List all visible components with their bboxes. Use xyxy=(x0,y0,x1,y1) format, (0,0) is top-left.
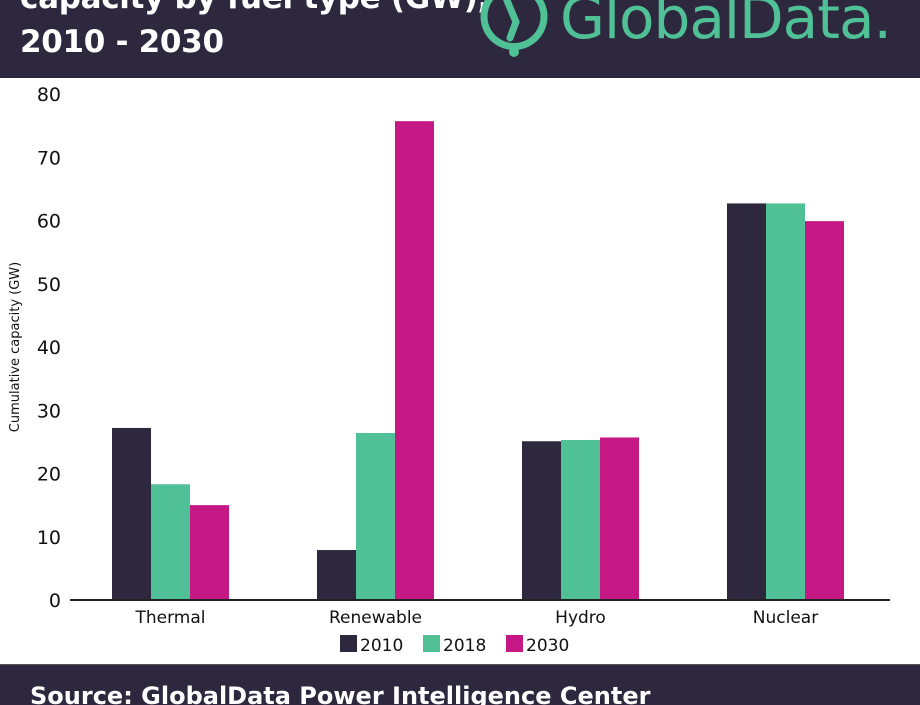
legend-swatch-2030 xyxy=(506,635,523,652)
bar-hydro-2030 xyxy=(600,437,639,600)
bars xyxy=(112,121,844,601)
bar-thermal-2030 xyxy=(190,505,229,600)
source-text: Source: GlobalData Power Intelligence Ce… xyxy=(30,682,651,705)
y-tick-label: 80 xyxy=(37,84,61,106)
bar-renewable-2018 xyxy=(356,433,395,600)
chart-header: capacity by fuel type (GW), 2010 - 2030 … xyxy=(0,0,920,78)
bar-renewable-2010 xyxy=(317,550,356,600)
bar-hydro-2018 xyxy=(561,439,600,600)
chart-title-line-2: 2010 - 2030 xyxy=(20,24,224,60)
bar-nuclear-2030 xyxy=(805,221,844,600)
bar-hydro-2010 xyxy=(522,441,561,600)
chart-footer: Source: GlobalData Power Intelligence Ce… xyxy=(0,664,920,705)
chart-title: capacity by fuel type (GW), 2010 - 2030 xyxy=(20,0,489,64)
legend-label-2018: 2018 xyxy=(443,636,486,656)
bar-nuclear-2010 xyxy=(727,203,766,601)
y-axis-label: Cumulative capacity (GW) xyxy=(8,262,23,432)
x-tick-label: Nuclear xyxy=(753,608,818,628)
x-tick-label: Renewable xyxy=(329,608,422,628)
y-tick-label: 20 xyxy=(37,464,61,486)
y-axis: 0 10 20 30 40 50 60 70 80 xyxy=(37,84,61,612)
legend: 2010 2018 2030 xyxy=(340,635,569,656)
x-tick-label: Thermal xyxy=(134,608,205,628)
globaldata-logo-icon xyxy=(480,0,548,57)
y-tick-label: 10 xyxy=(37,527,61,549)
y-tick-label: 40 xyxy=(37,337,61,359)
globaldata-logo: GlobalData. xyxy=(478,0,892,58)
legend-label-2010: 2010 xyxy=(360,636,403,656)
bar-renewable-2030 xyxy=(395,121,434,600)
legend-swatch-2010 xyxy=(340,635,357,652)
x-axis: Thermal Renewable Hydro Nuclear xyxy=(134,608,818,628)
legend-label-2030: 2030 xyxy=(526,636,569,656)
logo-text: GlobalData. xyxy=(560,0,892,52)
y-tick-label: 70 xyxy=(37,147,61,169)
y-tick-label: 0 xyxy=(49,590,61,612)
legend-swatch-2018 xyxy=(423,635,440,652)
x-tick-label: Hydro xyxy=(555,608,606,628)
bar-thermal-2010 xyxy=(112,427,151,600)
y-tick-label: 60 xyxy=(37,211,61,233)
y-tick-label: 30 xyxy=(37,400,61,422)
bar-thermal-2018 xyxy=(151,484,190,600)
y-tick-label: 50 xyxy=(37,274,61,296)
chart-title-line-1: capacity by fuel type (GW), xyxy=(20,0,489,20)
bar-nuclear-2018 xyxy=(766,203,805,601)
